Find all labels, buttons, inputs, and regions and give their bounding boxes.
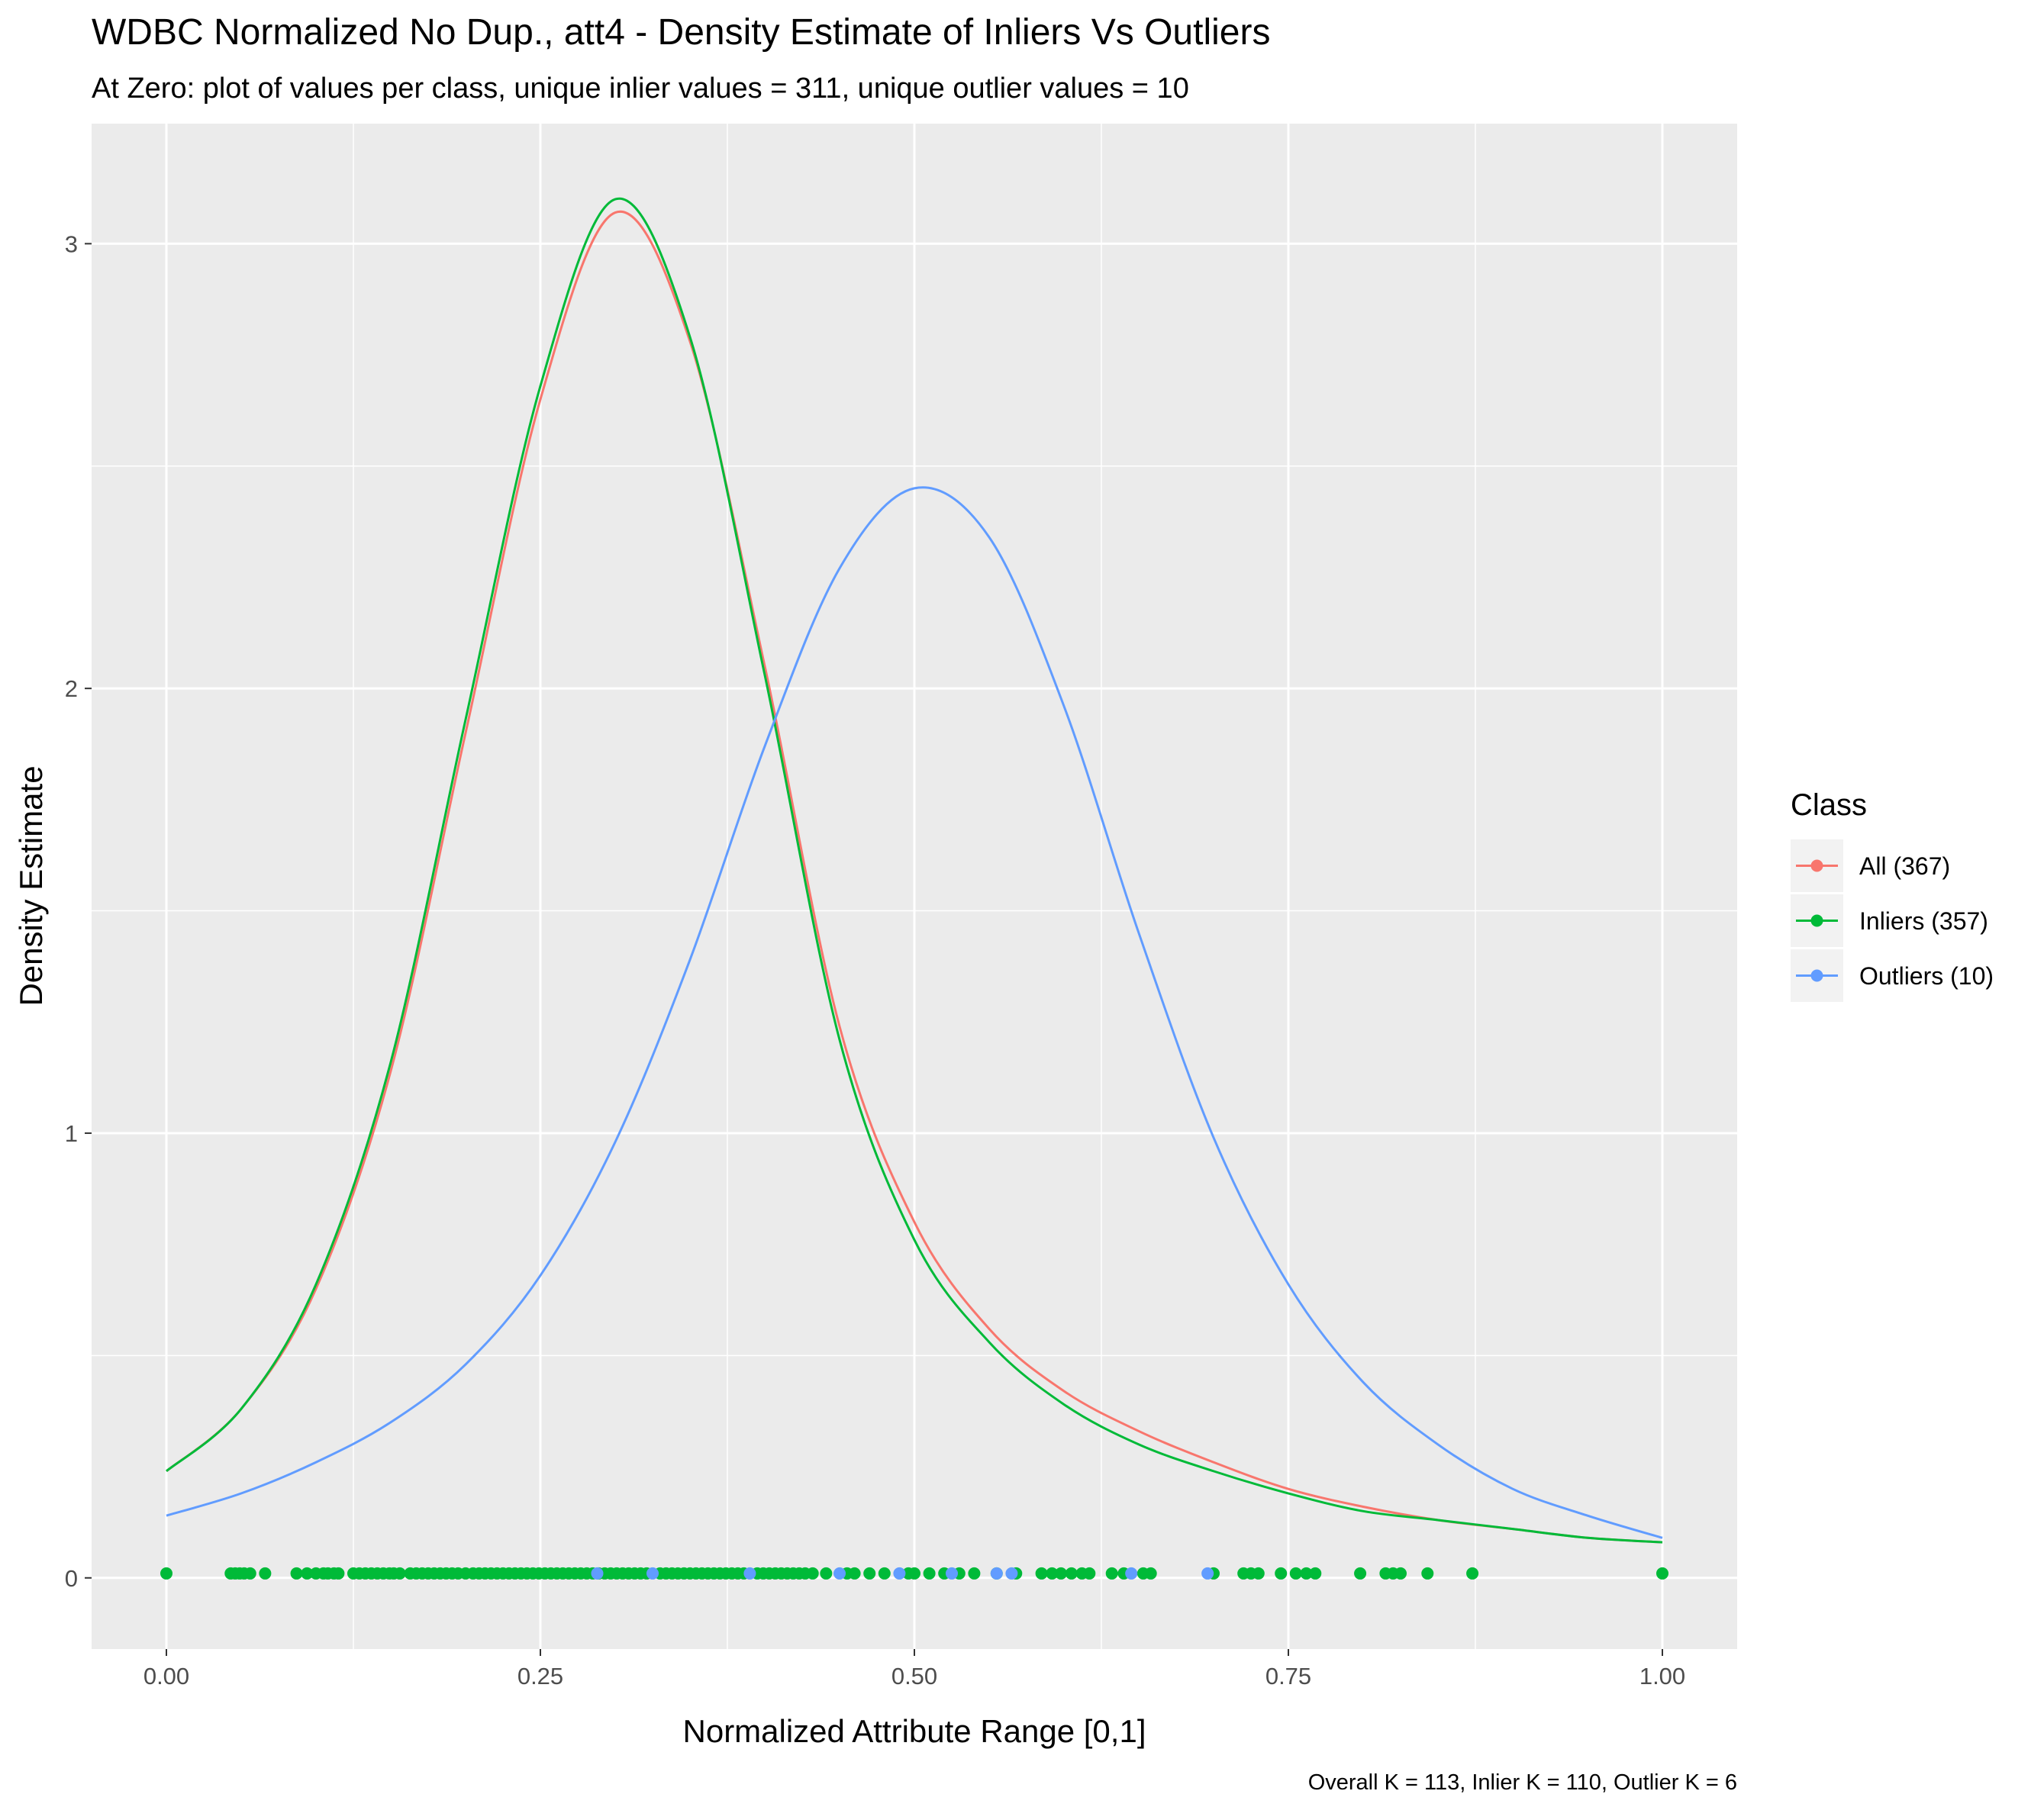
inlier-point [878,1567,891,1580]
y-axis-ticks: 0 1 2 3 [65,230,92,1592]
x-axis-title: Normalized Attribute Range [0,1] [683,1713,1146,1749]
inlier-point [1309,1567,1322,1580]
inlier-point [1300,1567,1313,1580]
x-tick-label: 1.00 [1639,1663,1685,1689]
outlier-point [833,1567,846,1580]
inlier-point [968,1567,981,1580]
inlier-point [848,1567,861,1580]
legend-entry: All (367) [1791,839,1950,892]
chart-title: WDBC Normalized No Dup., att4 - Density … [92,12,1270,53]
y-tick-label: 3 [65,230,78,257]
legend-entry: Inliers (357) [1791,894,1988,947]
legend-label: Inliers (357) [1859,907,1988,935]
outliers-density-line [166,486,1663,1539]
inlier-point [1289,1567,1302,1580]
outlier-point [1005,1567,1018,1580]
legend-title: Class [1791,788,1867,822]
inlier-point [1275,1567,1288,1580]
inliers-density-line [166,197,1663,1544]
outlier-point [743,1567,756,1580]
inlier-point [301,1567,314,1580]
inlier-point [1055,1567,1068,1580]
inlier-point [806,1567,819,1580]
inlier-point [1065,1567,1078,1580]
rug-points [160,1567,1668,1580]
inlier-point [1466,1567,1479,1580]
outlier-point [893,1567,906,1580]
y-tick-label: 0 [65,1565,78,1592]
inlier-point [1083,1567,1096,1580]
inlier-point [160,1567,172,1580]
inlier-point [243,1567,256,1580]
chart-caption: Overall K = 113, Inlier K = 110, Outlier… [1308,1770,1737,1795]
inlier-point [332,1567,345,1580]
inlier-point [393,1567,406,1580]
inlier-point [259,1567,272,1580]
inlier-point [1046,1567,1059,1580]
inlier-point [1252,1567,1265,1580]
outlier-point [646,1567,659,1580]
inlier-point [923,1567,936,1580]
x-tick-label: 0.75 [1265,1663,1311,1689]
y-axis-title: Density Estimate [13,765,49,1006]
x-tick-label: 0.00 [143,1663,189,1689]
inlier-point [908,1567,920,1580]
legend-key-inliers-point [1810,914,1823,927]
x-tick-label: 0.25 [517,1663,563,1689]
inlier-point [290,1567,303,1580]
inlier-point [1354,1567,1367,1580]
outlier-point [591,1567,604,1580]
legend-entries: All (367) Inliers (357) Outliers (10) [1791,839,1994,1002]
all-density-line [166,210,1663,1544]
inlier-point [1421,1567,1434,1580]
legend-key-outliers-point [1810,969,1823,982]
inlier-point [1105,1567,1118,1580]
legend-label: Outliers (10) [1859,962,1994,990]
legend-key-all-point [1810,859,1823,872]
outlier-point [946,1567,958,1580]
inlier-point [1394,1567,1407,1580]
inlier-point [1656,1567,1668,1580]
y-tick-label: 1 [65,1120,78,1147]
density-lines [166,197,1663,1544]
inlier-point [1035,1567,1048,1580]
chart-subtitle: At Zero: plot of values per class, uniqu… [92,72,1189,105]
y-tick-label: 2 [65,675,78,702]
inlier-point [863,1567,876,1580]
outlier-point [990,1567,1003,1580]
legend-entry: Outliers (10) [1791,949,1994,1002]
inlier-point [820,1567,833,1580]
legend-label: All (367) [1859,852,1950,880]
inlier-point [1144,1567,1157,1580]
x-axis-ticks: 0.00 0.25 0.50 0.75 1.00 [143,1649,1685,1689]
outlier-point [1201,1567,1214,1580]
outlier-point [1125,1567,1138,1580]
legend: Class All (367) Inliers (357) Outliers (10… [1791,788,1994,1002]
x-tick-label: 0.50 [891,1663,937,1689]
